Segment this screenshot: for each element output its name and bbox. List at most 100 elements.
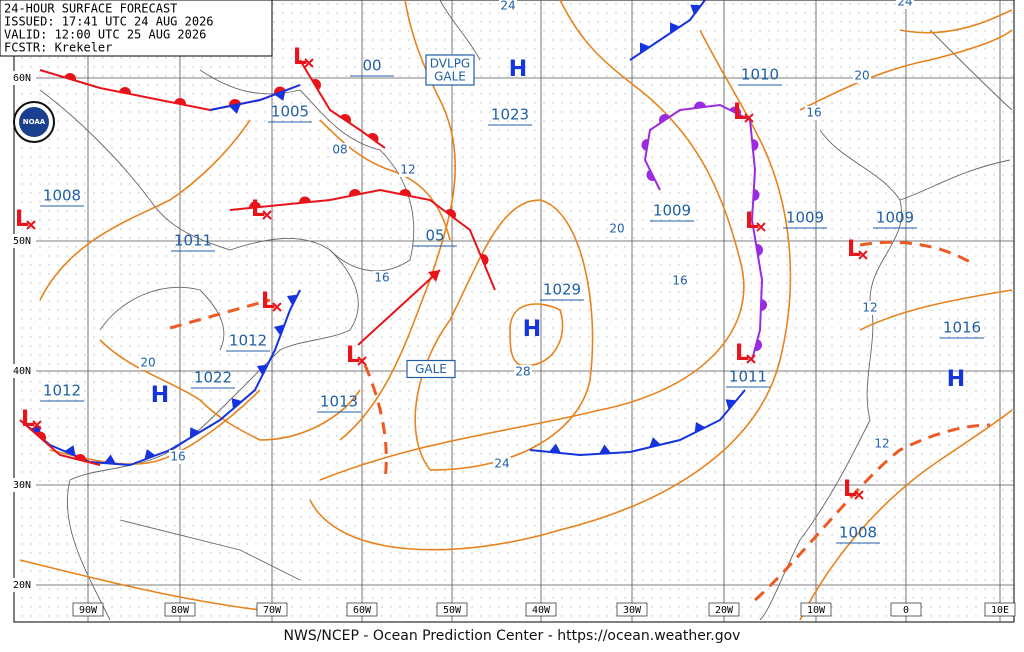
isobar-label-bg bbox=[169, 450, 187, 464]
lon-label: 0 bbox=[903, 605, 909, 616]
low-center: L bbox=[293, 45, 307, 70]
isobar-label: 12 bbox=[874, 437, 889, 451]
isobar-label-bg bbox=[861, 301, 879, 315]
warning-box bbox=[425, 54, 475, 86]
warm-front-symbol bbox=[760, 299, 767, 311]
warm-front-symbol bbox=[445, 209, 456, 219]
pressure-label: 1029 bbox=[543, 281, 581, 299]
lon-label: 10E bbox=[991, 605, 1009, 616]
isobar-label: 08 bbox=[332, 143, 347, 157]
lon-label-box bbox=[164, 602, 196, 617]
high-center: H bbox=[947, 367, 965, 392]
cold-front-symbol bbox=[286, 294, 298, 306]
lat-label-box bbox=[8, 234, 36, 248]
warm-front-symbol bbox=[367, 133, 379, 143]
low-marker bbox=[32, 420, 42, 430]
low-marker bbox=[26, 220, 36, 230]
labels: 60N 50N 40N 30N 20N 90W 80W 70W 60W 50W 40W 30W 20W 1… bbox=[8, 0, 1016, 617]
trough bbox=[169, 298, 271, 330]
cold-front-symbol bbox=[256, 364, 268, 376]
map-border bbox=[13, 0, 1015, 623]
lon-label-box bbox=[525, 602, 557, 617]
lon-label: 60W bbox=[353, 605, 372, 616]
isobar-label: 20 bbox=[854, 69, 869, 83]
isobar-label-bg bbox=[499, 0, 517, 13]
fronts bbox=[19, 0, 991, 602]
lon-label: 40W bbox=[532, 605, 551, 616]
pressure-label: 1012 bbox=[43, 382, 81, 400]
high-center: H bbox=[151, 383, 169, 408]
warm-front-symbol bbox=[249, 201, 261, 209]
lon-label: 30W bbox=[623, 605, 642, 616]
cold-front-symbol bbox=[64, 445, 76, 456]
lon-label: 80W bbox=[171, 605, 190, 616]
pressure-label: 05 bbox=[425, 227, 444, 245]
warm-front-symbol bbox=[74, 454, 86, 462]
warm-front-symbol bbox=[694, 101, 706, 109]
warning-label: GALE bbox=[434, 70, 466, 84]
pressure-label: 00 bbox=[362, 57, 381, 75]
isobar-label: 16 bbox=[374, 271, 389, 285]
isobar-label: 24 bbox=[500, 0, 515, 13]
lon-label-box bbox=[616, 602, 648, 617]
isobar-label-bg bbox=[896, 0, 914, 9]
isobar-label: 24 bbox=[897, 0, 912, 9]
lat-label: 20N bbox=[13, 580, 31, 591]
warm-front-symbol bbox=[480, 254, 489, 266]
isobar-label-bg bbox=[139, 356, 157, 370]
isobar-label-bg bbox=[399, 163, 417, 177]
lat-label-box bbox=[8, 364, 36, 378]
lat-label: 30N bbox=[13, 480, 31, 491]
lat-label-box bbox=[8, 578, 36, 592]
lon-label-box bbox=[708, 602, 740, 617]
warm-front-symbol bbox=[311, 78, 321, 91]
cold-front-symbol bbox=[189, 427, 201, 439]
warm-front-symbol bbox=[753, 189, 760, 201]
warm-front-symbol bbox=[756, 244, 763, 256]
lon-label: 90W bbox=[79, 605, 98, 616]
low-center: L bbox=[21, 407, 35, 432]
pressure-label: 1011 bbox=[174, 232, 212, 250]
cold-front-symbol bbox=[599, 444, 611, 454]
warm-front-symbol bbox=[340, 114, 351, 124]
low-marker bbox=[262, 210, 272, 220]
cold-front-symbol bbox=[274, 90, 286, 101]
isobar-label-bg bbox=[805, 106, 823, 120]
header-line: 24-HOUR SURFACE FORECAST bbox=[4, 2, 177, 16]
isobar-label-bg bbox=[853, 69, 871, 83]
lat-label: 60N bbox=[13, 73, 31, 84]
lon-label: 10W bbox=[807, 605, 826, 616]
front-line bbox=[229, 188, 496, 291]
pressure-label: 1008 bbox=[839, 524, 877, 542]
cold-front-symbol bbox=[144, 449, 156, 460]
low-marker bbox=[746, 354, 756, 364]
low-center: L bbox=[261, 289, 275, 314]
low-center: L bbox=[745, 209, 759, 234]
cold-front-symbol bbox=[231, 398, 243, 409]
pressure-label: 1009 bbox=[653, 202, 691, 220]
isobar-label: 16 bbox=[170, 450, 185, 464]
pressure-label: 1010 bbox=[741, 66, 779, 84]
coastlines bbox=[39, 0, 1013, 621]
warm-front-symbol bbox=[751, 138, 759, 151]
lon-label-box bbox=[890, 602, 922, 617]
pressure-label: 1011 bbox=[729, 368, 767, 386]
low-center: L bbox=[251, 197, 265, 222]
isobar-label-bg bbox=[373, 271, 391, 285]
low-center: L bbox=[843, 477, 857, 502]
isobar-label-bg bbox=[608, 222, 626, 236]
cold-front-symbol bbox=[670, 22, 680, 34]
isobar-label-bg bbox=[493, 457, 511, 471]
cold-front-symbol bbox=[549, 443, 561, 454]
pressure-label: 1013 bbox=[320, 393, 358, 411]
warning-box bbox=[406, 359, 456, 379]
lon-label: 50W bbox=[443, 605, 462, 616]
lat-label: 50N bbox=[13, 236, 31, 247]
low-marker bbox=[272, 302, 282, 312]
warm-front-symbol bbox=[729, 106, 741, 116]
header-line: VALID: 12:00 UTC 25 AUG 2026 bbox=[4, 28, 206, 42]
isobar-label: 20 bbox=[140, 356, 155, 370]
lat-label-box bbox=[8, 478, 36, 492]
